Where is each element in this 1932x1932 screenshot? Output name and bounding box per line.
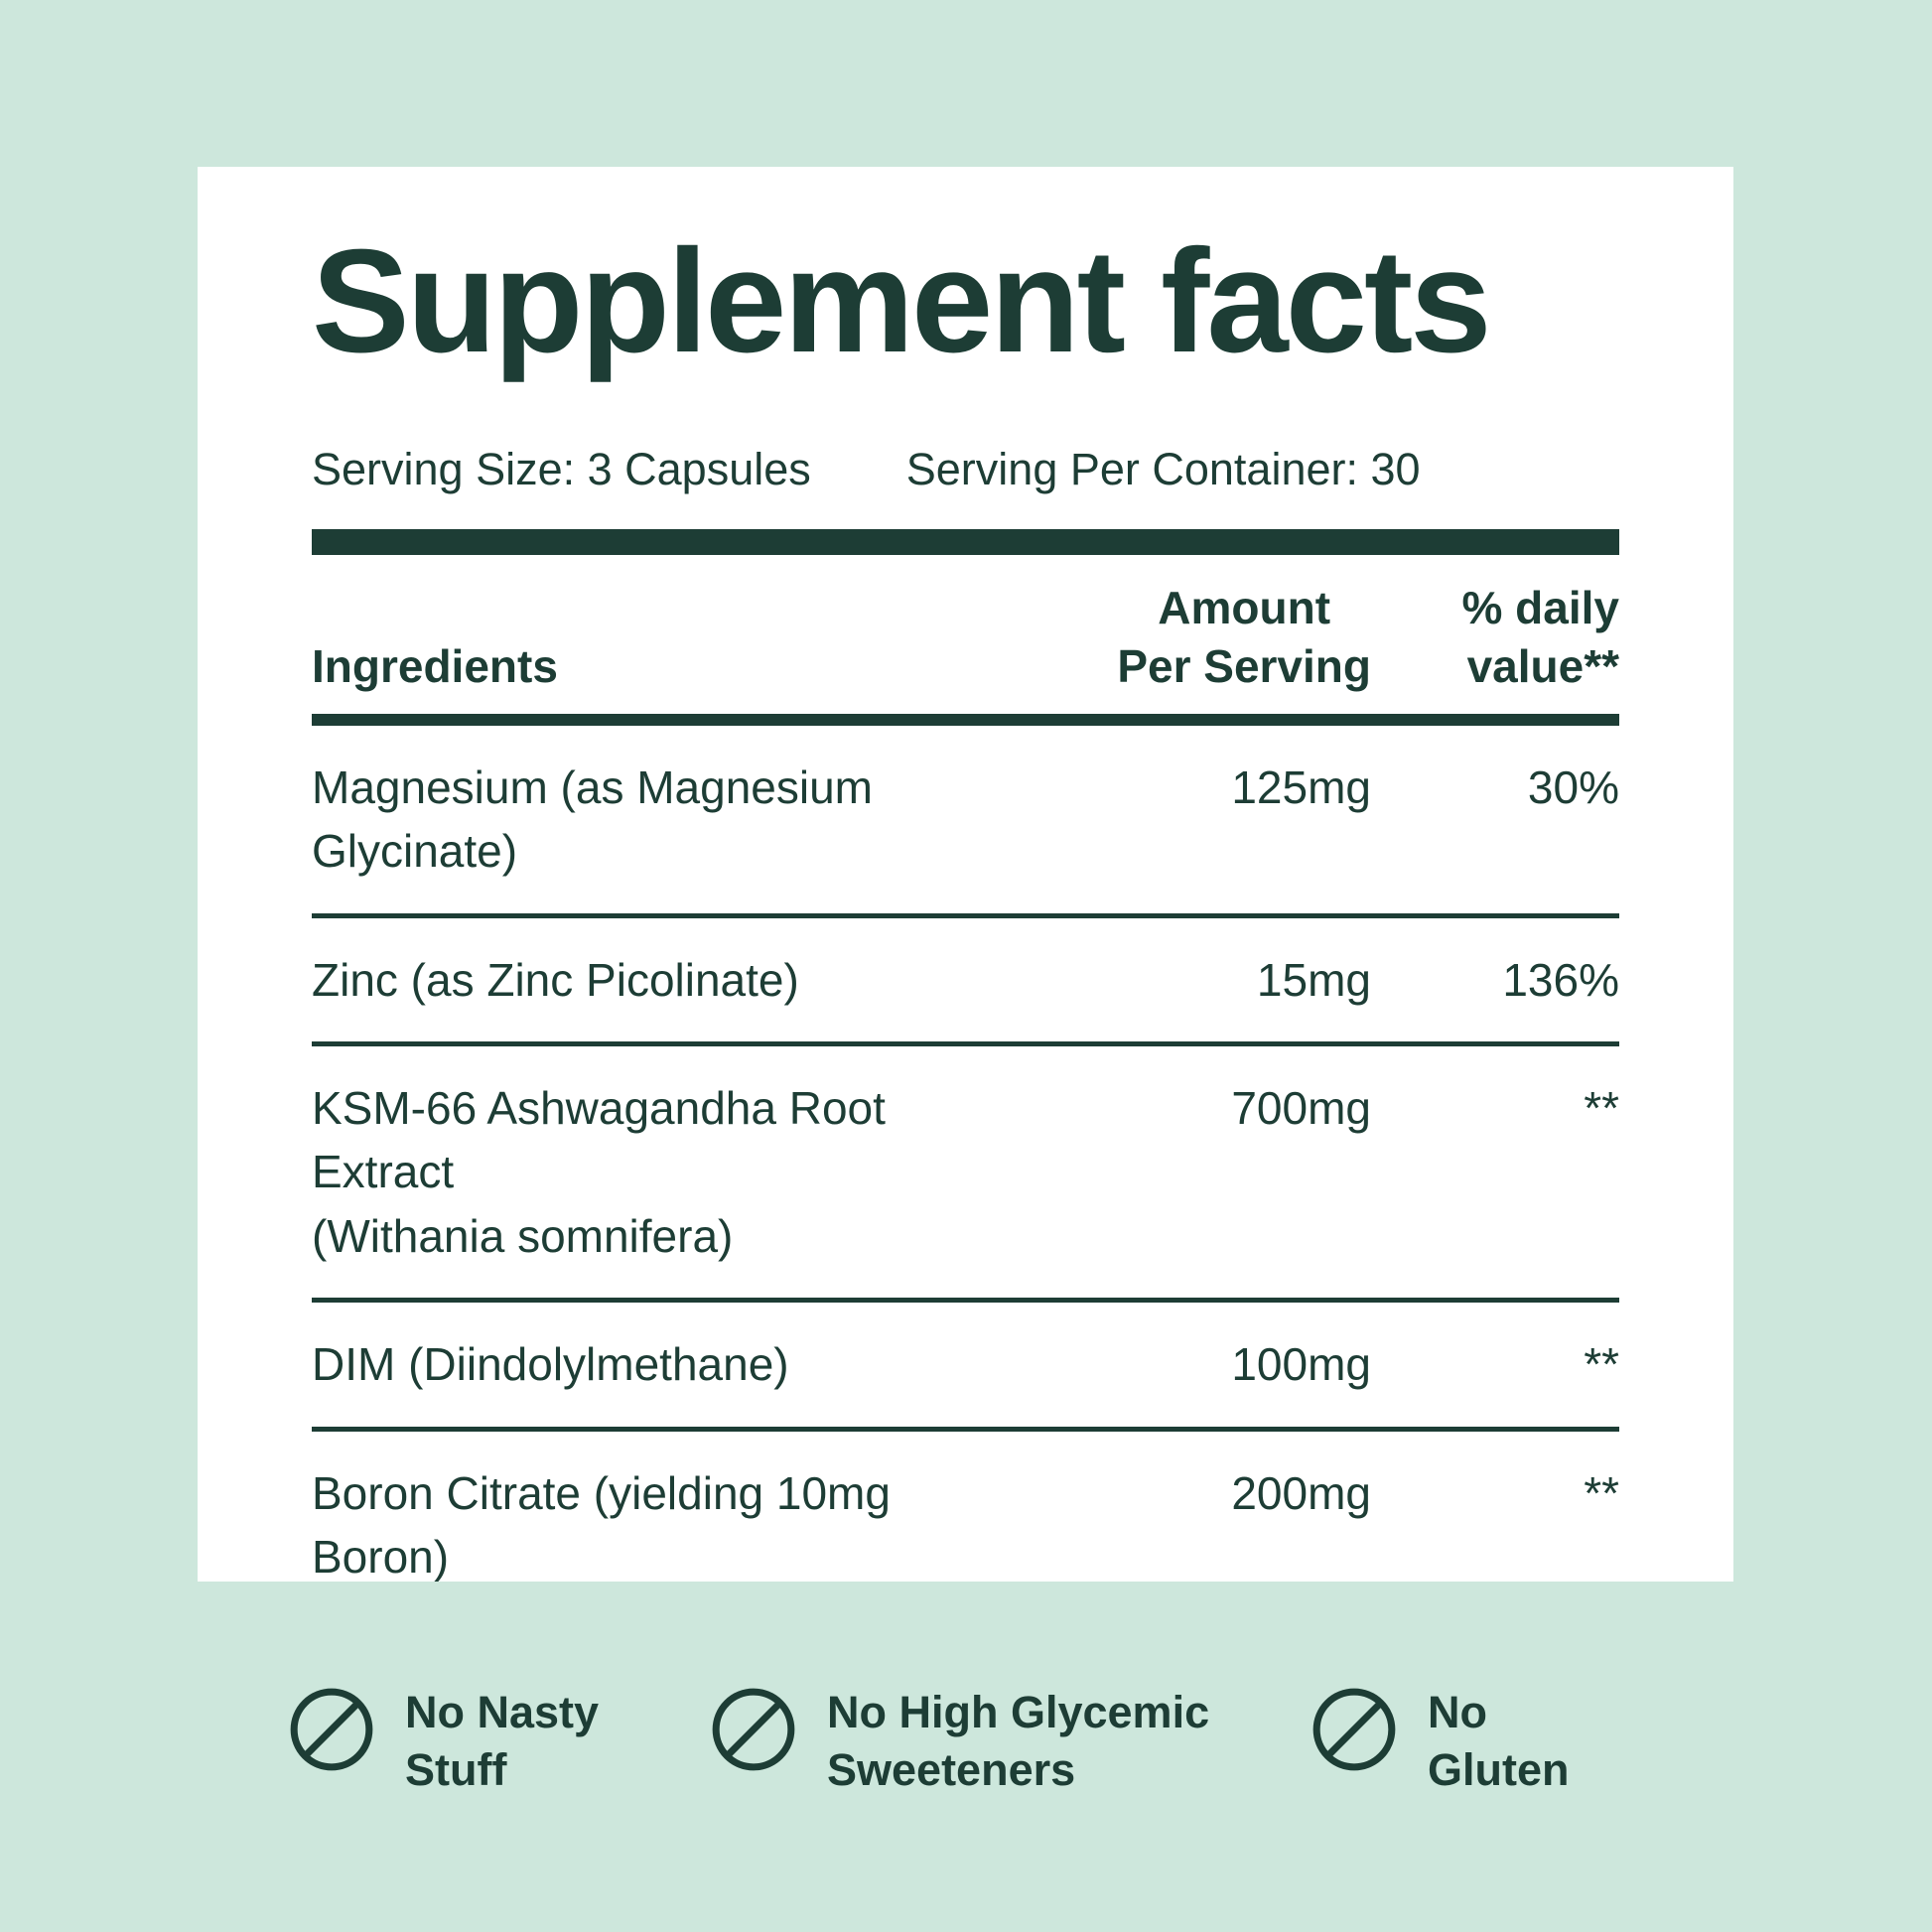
badge-label-line1: No High Glycemic bbox=[827, 1687, 1210, 1737]
badge-label: No Nasty Stuff bbox=[405, 1684, 599, 1798]
ingredient-name: DIM (Diindolylmethane) bbox=[312, 1332, 1034, 1396]
supplement-facts-card: Supplement facts Serving Size: 3 Capsule… bbox=[198, 167, 1733, 1582]
badge-label-line2: Gluten bbox=[1428, 1743, 1570, 1795]
table-row: Boron Citrate (yielding 10mg Boron) 200m… bbox=[312, 1426, 1619, 1582]
badge-label: No Gluten bbox=[1428, 1684, 1570, 1798]
badge-label-line2: Sweeteners bbox=[827, 1743, 1076, 1795]
column-amount-line1: Amount bbox=[1158, 582, 1331, 634]
ingredient-daily-value: 30% bbox=[1527, 760, 1619, 813]
ingredient-daily-value: ** bbox=[1584, 1082, 1619, 1135]
ingredient-name-line1: KSM-66 Ashwagandha Root Extract bbox=[312, 1082, 886, 1198]
ingredient-daily-value: 136% bbox=[1502, 953, 1619, 1006]
column-daily-value: % daily value** bbox=[1461, 579, 1619, 696]
badge-no-gluten: No Gluten bbox=[1311, 1686, 1570, 1798]
ingredient-name: KSM-66 Ashwagandha Root Extract (Withani… bbox=[312, 1076, 1034, 1268]
ingredient-name-line2: (Withania somnifera) bbox=[312, 1209, 734, 1262]
badge-label-line1: No Nasty bbox=[405, 1687, 600, 1737]
badge-label-line1: No bbox=[1428, 1687, 1487, 1737]
no-symbol-icon bbox=[1312, 1688, 1396, 1771]
column-dv-line1: % daily bbox=[1461, 582, 1619, 634]
ingredient-daily-value: ** bbox=[1584, 1466, 1619, 1519]
ingredient-name-line1: Zinc (as Zinc Picolinate) bbox=[312, 953, 799, 1006]
no-symbol-icon bbox=[712, 1688, 795, 1771]
badge-no-high-glycemic-sweeteners: No High Glycemic Sweeteners bbox=[710, 1686, 1311, 1798]
servings-per-container: Serving Per Container: 30 bbox=[905, 444, 1421, 495]
ingredient-name: Zinc (as Zinc Picolinate) bbox=[312, 948, 1034, 1012]
badge-label: No High Glycemic Sweeteners bbox=[827, 1684, 1209, 1798]
ingredient-name-line1: Boron Citrate (yielding 10mg Boron) bbox=[312, 1466, 891, 1582]
ingredient-amount: 15mg bbox=[1256, 953, 1371, 1006]
table-row: Magnesium (as Magnesium Glycinate) 125mg… bbox=[312, 726, 1619, 913]
ingredient-amount: 125mg bbox=[1231, 760, 1371, 813]
badges-row: No Nasty Stuff No High Glycemic Sweetene… bbox=[198, 1686, 1733, 1798]
column-dv-line2: value** bbox=[1466, 640, 1619, 693]
ingredient-name: Magnesium (as Magnesium Glycinate) bbox=[312, 756, 1034, 884]
page-title: Supplement facts bbox=[312, 219, 1492, 383]
table-row: Zinc (as Zinc Picolinate) 15mg 136% bbox=[312, 912, 1619, 1041]
serving-info: Serving Size: 3 Capsules Serving Per Con… bbox=[312, 444, 1619, 495]
ingredient-amount: 700mg bbox=[1231, 1082, 1371, 1135]
ingredient-name-line1: Magnesium (as Magnesium Glycinate) bbox=[312, 760, 874, 878]
ingredient-daily-value: ** bbox=[1584, 1338, 1619, 1391]
column-ingredients: Ingredients bbox=[312, 640, 558, 693]
serving-size: Serving Size: 3 Capsules bbox=[312, 444, 811, 495]
column-amount-line2: Per Serving bbox=[1117, 640, 1371, 693]
ingredient-name: Boron Citrate (yielding 10mg Boron) bbox=[312, 1461, 1034, 1582]
ingredient-amount: 100mg bbox=[1231, 1338, 1371, 1391]
header-divider-bar bbox=[312, 713, 1619, 726]
table-row: DIM (Diindolylmethane) 100mg ** bbox=[312, 1298, 1619, 1426]
top-divider-bar bbox=[312, 529, 1619, 556]
ingredient-amount: 200mg bbox=[1231, 1466, 1371, 1519]
ingredients-table: Magnesium (as Magnesium Glycinate) 125mg… bbox=[312, 726, 1619, 1582]
column-amount-per-serving: Amount Per Serving bbox=[1117, 579, 1371, 696]
table-header: Ingredients Amount Per Serving % daily v… bbox=[312, 579, 1619, 696]
no-symbol-icon bbox=[290, 1688, 373, 1771]
ingredient-name-line1: DIM (Diindolylmethane) bbox=[312, 1338, 789, 1391]
badge-no-nasty-stuff: No Nasty Stuff bbox=[288, 1686, 710, 1798]
badge-label-line2: Stuff bbox=[405, 1743, 507, 1795]
table-row: KSM-66 Ashwagandha Root Extract (Withani… bbox=[312, 1041, 1619, 1298]
